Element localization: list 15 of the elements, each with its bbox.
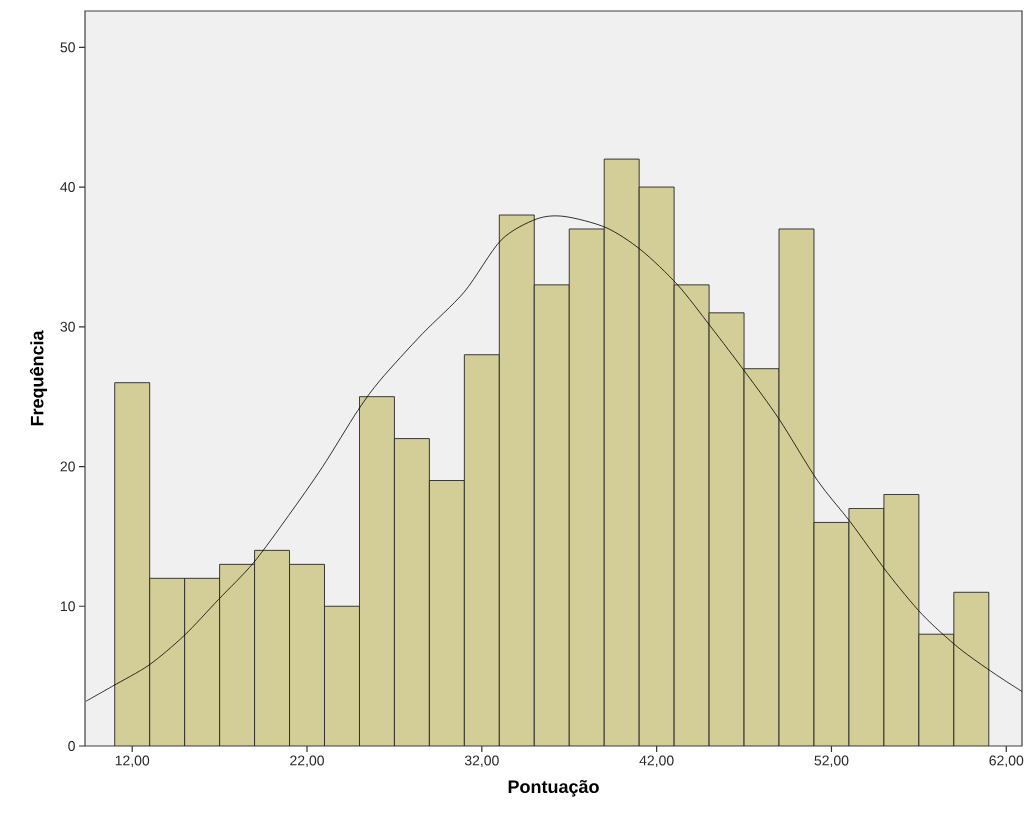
x-tick-label: 22,00 — [290, 755, 324, 768]
y-tick-label: 20 — [60, 461, 75, 472]
y-tick-label: 40 — [60, 182, 75, 193]
y-tick-label: 10 — [60, 601, 75, 612]
x-tick-label: 42,00 — [639, 755, 674, 768]
y-axis-title: Frequência — [29, 330, 48, 426]
line-series — [85, 215, 1023, 702]
x-tick-label: 62,00 — [989, 755, 1024, 768]
x-tick-label: 12,00 — [115, 755, 150, 768]
y-tick-label: 0 — [68, 741, 75, 751]
x-tick-label: 32,00 — [464, 755, 499, 768]
x-tick-label: 52,00 — [814, 755, 849, 768]
y-tick-label: 50 — [60, 42, 75, 53]
y-tick-label: 30 — [60, 321, 75, 332]
x-axis-title: Pontuação — [508, 779, 599, 797]
